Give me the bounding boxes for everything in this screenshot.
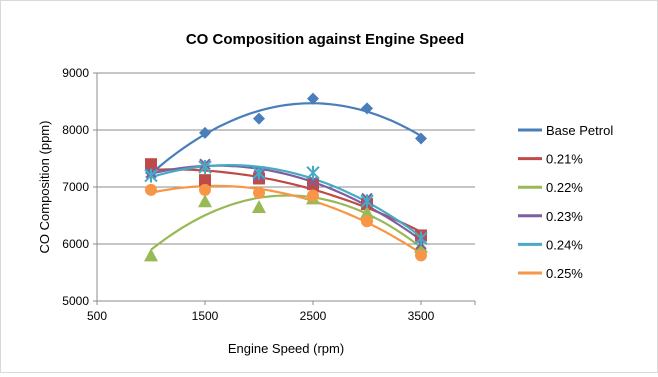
legend-label: 0.23% — [546, 209, 583, 224]
legend-label: 0.21% — [546, 152, 583, 167]
y-axis-label: CO Composition (ppm) — [37, 121, 52, 254]
chart-title: CO Composition against Engine Speed — [186, 31, 464, 48]
data-point-series-5 — [198, 160, 212, 175]
data-point-series-5 — [306, 165, 320, 180]
axes — [93, 72, 476, 305]
data-point-series-5 — [414, 231, 428, 246]
x-tick-label: 3500 — [408, 309, 435, 323]
trend-curve-series-6 — [150, 184, 422, 255]
data-points — [144, 92, 428, 262]
y-tick-label: 7000 — [62, 180, 89, 194]
data-point-series-1 — [415, 132, 427, 145]
legend-label: 0.25% — [546, 266, 583, 281]
legend-label: 0.22% — [546, 180, 583, 195]
legend-label: 0.24% — [546, 237, 583, 252]
data-point-series-5 — [360, 194, 374, 209]
data-point-series-3 — [360, 205, 374, 219]
data-point-series-6 — [307, 189, 319, 202]
data-point-series-3 — [414, 239, 428, 253]
data-point-series-3 — [252, 199, 266, 213]
trend-curve-series-1 — [150, 102, 422, 175]
y-tick-label: 5000 — [62, 294, 89, 308]
trend-curves — [150, 102, 422, 255]
data-point-series-6 — [361, 215, 373, 228]
data-point-series-6 — [253, 186, 265, 199]
data-point-series-2 — [199, 174, 211, 187]
y-tick-label: 8000 — [62, 123, 89, 137]
trend-curve-series-5 — [150, 164, 422, 238]
data-point-series-6 — [145, 183, 157, 196]
data-point-series-5 — [144, 168, 158, 183]
data-point-series-6 — [415, 249, 427, 262]
data-point-series-1 — [199, 126, 211, 139]
data-point-series-3 — [198, 194, 212, 208]
trend-curve-series-3 — [150, 194, 422, 251]
legend-label: Base Petrol — [546, 123, 613, 138]
data-point-series-2 — [307, 178, 319, 191]
x-axis-label: Engine Speed (rpm) — [228, 341, 344, 356]
data-point-series-1 — [253, 112, 265, 125]
x-tick-label: 1500 — [192, 309, 219, 323]
data-point-series-1 — [361, 102, 373, 115]
x-tick-label: 2500 — [300, 309, 327, 323]
x-tick-label: 500 — [87, 309, 107, 323]
data-point-series-3 — [144, 248, 158, 262]
y-tick-label: 6000 — [62, 237, 89, 251]
data-point-series-2 — [145, 158, 157, 171]
x-tick-labels: 500 1500 2500 3500 — [87, 309, 435, 323]
legend: Base Petrol 0.21% 0.22% 0.23% 0.24% 0.25% — [518, 123, 613, 281]
data-point-series-6 — [199, 183, 211, 196]
data-point-series-4 — [307, 175, 319, 188]
data-point-series-1 — [307, 92, 319, 105]
y-tick-labels: 5000 6000 7000 8000 9000 — [62, 66, 89, 308]
y-tick-label: 9000 — [62, 66, 89, 80]
data-point-series-5 — [252, 165, 266, 180]
